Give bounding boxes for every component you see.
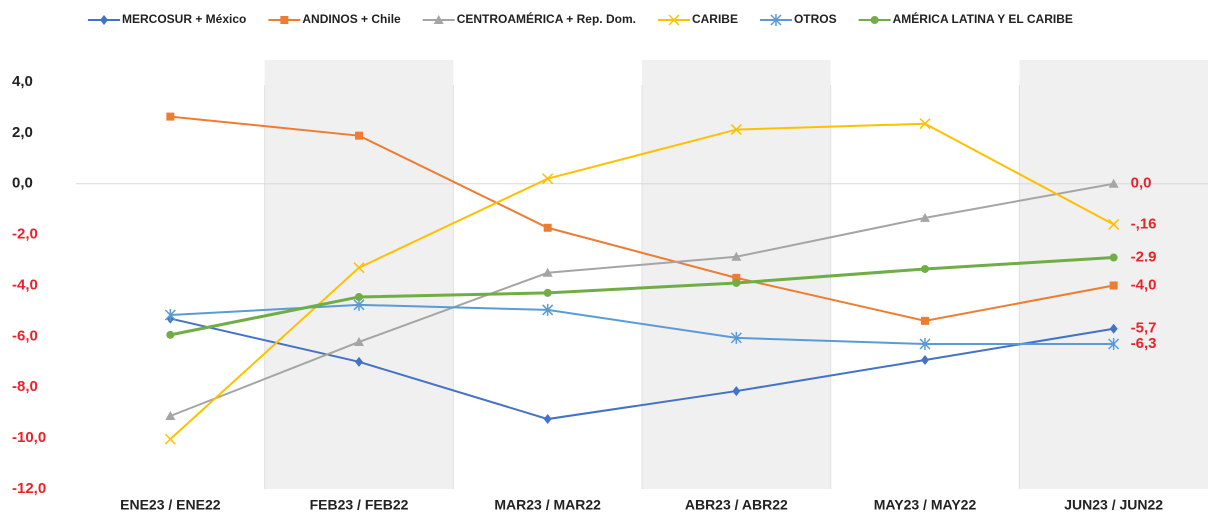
marker (542, 267, 553, 277)
marker (732, 273, 741, 282)
y-tick-label: 0,0 (12, 175, 33, 192)
marker (1109, 253, 1118, 262)
value-label: -2.9 (1131, 248, 1157, 265)
value-label: 0,0 (1131, 175, 1152, 192)
marker (354, 336, 364, 346)
marker (921, 264, 929, 273)
marker (732, 278, 741, 287)
series-line (170, 256, 1114, 337)
series-line (170, 115, 1114, 322)
marker (433, 15, 444, 24)
legend-label: CENTROAMÉRICA + Rep. Dom. (457, 11, 636, 26)
legend-label: CARIBE (692, 12, 738, 26)
marker (166, 112, 175, 121)
marker (164, 309, 176, 322)
marker (542, 173, 554, 185)
marker (870, 16, 879, 24)
y-tick-label: -4,0 (12, 276, 38, 293)
legend-item: ANDINOS + Chile (268, 12, 401, 26)
y-tick-label: -2,0 (12, 226, 38, 243)
legend-item: AMÉRICA LATINA Y EL CARIBE (858, 11, 1073, 26)
value-label: -,16 (1131, 215, 1157, 232)
marker (353, 262, 365, 274)
x-tick-label: MAY23 / MAY22 (874, 497, 977, 513)
value-label: -6,3 (1131, 335, 1157, 352)
band (1019, 60, 1208, 489)
marker (919, 118, 931, 130)
marker (730, 124, 742, 136)
marker (280, 16, 289, 24)
band (264, 60, 454, 489)
value-label: -4,0 (1131, 276, 1157, 293)
y-tick-label: 2,0 (12, 124, 33, 141)
marker (542, 303, 554, 316)
marker (355, 356, 363, 367)
marker (921, 316, 929, 325)
x-tick-label: ENE23 / ENE22 (120, 497, 221, 513)
marker (668, 14, 680, 26)
marker (730, 331, 742, 344)
marker (543, 223, 552, 232)
series-line (169, 182, 1114, 417)
marker (165, 410, 176, 420)
legend-label: OTROS (794, 12, 837, 26)
x-tick-label: FEB23 / FEB22 (310, 497, 409, 513)
marker (355, 131, 363, 140)
x-tick-label: JUN23 / JUN22 (1064, 497, 1163, 513)
y-tick-label: 4,0 (12, 73, 33, 90)
marker (731, 251, 742, 261)
marker (166, 330, 175, 339)
y-tick-label: -6,0 (12, 327, 38, 344)
marker (1108, 338, 1120, 351)
series-line (170, 303, 1114, 346)
legend-item: CENTROAMÉRICA + Rep. Dom. (422, 11, 636, 26)
marker (1108, 218, 1120, 230)
marker (770, 14, 782, 26)
marker (355, 292, 363, 301)
marker (921, 355, 929, 366)
marker (919, 338, 931, 351)
legend-item: CARIBE (657, 12, 738, 26)
marker (1109, 323, 1118, 334)
legend-item: MERCOSUR + México (88, 12, 246, 26)
marker (1108, 178, 1119, 188)
marker (920, 212, 930, 222)
legend-label: MERCOSUR + México (122, 12, 246, 26)
legend-label: ANDINOS + Chile (302, 12, 401, 26)
x-tick-label: MAR23 / MAR22 (494, 497, 601, 513)
value-label: -5,7 (1131, 320, 1157, 337)
legend-item: OTROS (759, 12, 837, 26)
marker (543, 288, 552, 297)
legend-label: AMÉRICA LATINA Y EL CARIBE (893, 11, 1073, 26)
y-tick-label: -8,0 (12, 378, 38, 395)
series-line (169, 122, 1115, 440)
x-tick-label: ABR23 / ABR22 (685, 497, 788, 513)
y-tick-label: -10,0 (12, 429, 46, 446)
marker (164, 433, 176, 445)
marker (732, 386, 741, 397)
y-tick-label: -12,0 (12, 480, 46, 497)
marker (100, 15, 108, 25)
marker (543, 414, 552, 425)
marker (1109, 281, 1118, 290)
